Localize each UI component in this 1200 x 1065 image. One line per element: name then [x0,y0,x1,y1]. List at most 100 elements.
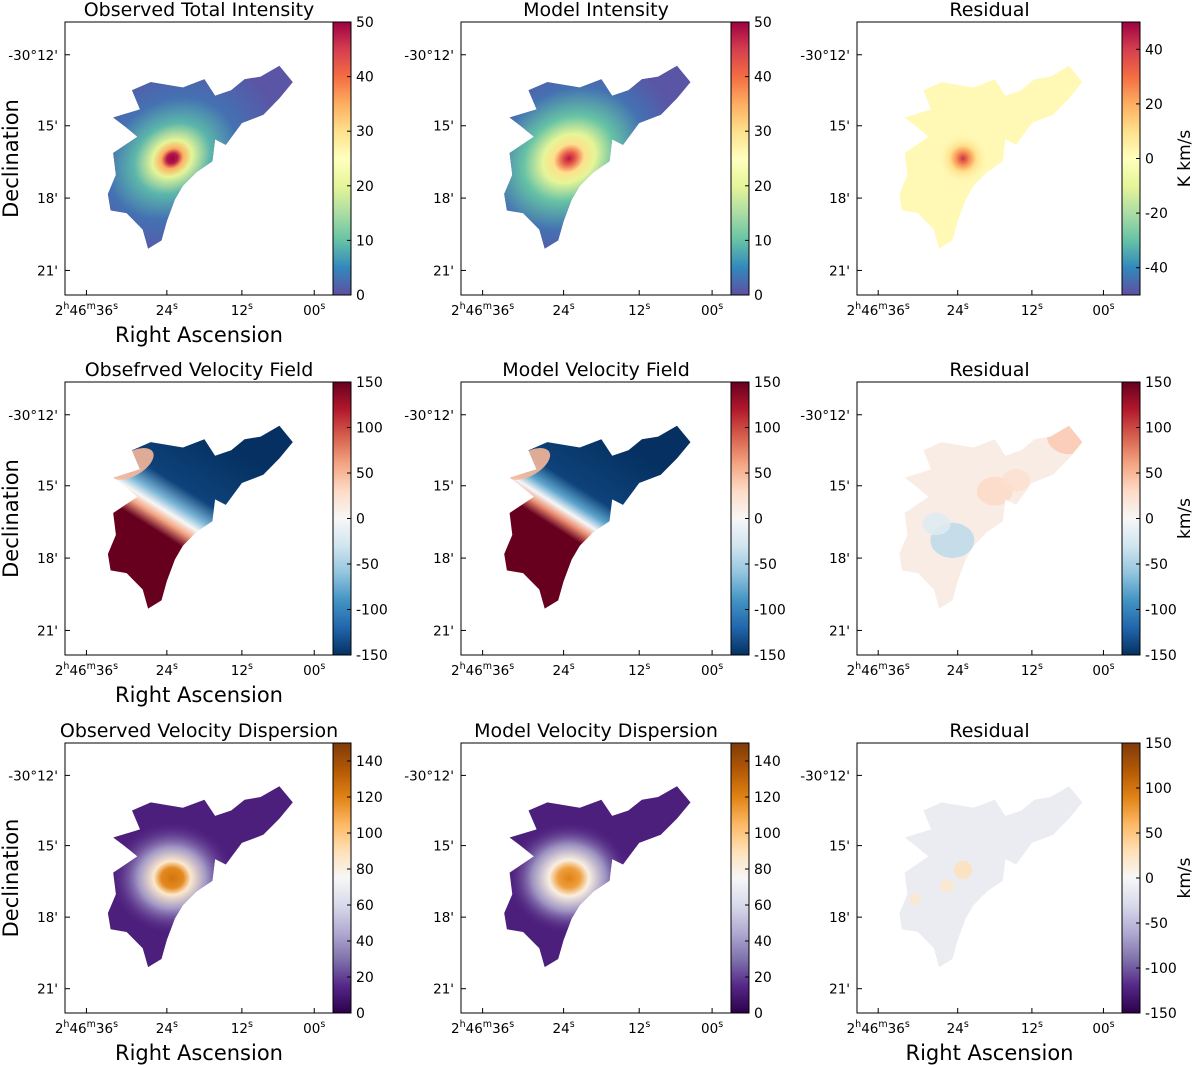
x-tick-label: 12s [1021,1019,1043,1037]
colorbar-tick-label: -100 [1145,603,1177,619]
x-tick-label: 2h46m36s [451,301,514,319]
y-tick-label: 21' [433,263,454,279]
colorbar-tick-label: 20 [356,179,374,195]
y-tick-label: 15' [433,119,454,135]
x-tick-label: 2h46m36s [55,1019,118,1037]
colorbar-tick-label: -150 [1145,648,1177,664]
panel-p23: Residual-30°12'15'18'21'2h46m36s 24s 12s 00… [800,359,1195,679]
y-tick-label: -30°12' [8,48,58,64]
y-tick-label: 18' [37,551,58,567]
colorbar-tick-label: 80 [356,862,374,878]
colorbar-tick-label: 0 [1145,871,1154,887]
colorbar-tick-label: 20 [1145,97,1163,113]
colorbar-tick-label: 100 [356,421,383,437]
x-tick-label: 00s [701,301,723,319]
x-tick-label: 24s [947,301,969,319]
panel-title: Model Velocity Field [502,359,690,381]
colorbar-tick-label: 40 [356,70,374,86]
y-tick-label: 18' [433,910,454,926]
panel-p12: Model Intensity -30°12' 15' 18' 21' 2h46m36s 2… [404,0,772,319]
panel-p21: Obsefrved Velocity Field -30°12' 15' 18' 21'… [0,359,388,707]
x-tick-label: 12s [231,661,253,679]
colorbar-tick-label: 60 [356,898,374,914]
colorbar-tick-label: 120 [356,790,383,806]
colorbar-tick-label: 0 [356,512,365,528]
y-tick-label: 21' [433,623,454,639]
colorbar-tick-label: -100 [754,603,786,619]
panel-p32: Model Velocity Dispersion -30°12' 15' 18' 21… [404,720,780,1037]
colorbar-tick-label: 40 [754,70,772,86]
colorbar-tick-label: 150 [1145,736,1172,752]
emission-map [107,65,293,249]
colorbar [730,21,750,296]
x-tick-label: 2h46m36s [847,1019,910,1037]
y-tick-label: 15' [829,119,850,135]
panel-title: Residual [949,0,1029,21]
colorbar-tick-label: 30 [754,124,772,140]
colorbar-tick-label: 0 [754,1006,763,1022]
panel-title: Residual [949,359,1029,381]
y-tick-label: -30°12' [404,768,454,784]
y-tick-label: 21' [37,982,58,998]
panel-p31: Observed Velocity Dispersion -30°12' 15' 18… [0,720,383,1065]
x-tick-label: 24s [553,301,575,319]
colorbar-tick-label: -20 [1145,206,1168,222]
panel-p33: Residual-30°12'15'18'21'2h46m36s 24s 12s 00… [800,720,1195,1065]
colorbar-tick-label: 100 [1145,421,1172,437]
y-tick-label: 18' [829,551,850,567]
x-tick-label: 2h46m36s [451,1019,514,1037]
colorbar-tick-label: 100 [1145,781,1172,797]
panel-p11: Observed Total Intensity -30°12' 15' 18' 21'… [0,0,374,347]
y-tick-label: 15' [37,479,58,495]
x-tick-label: 24s [156,301,178,319]
y-tick-label: 15' [37,839,58,855]
colorbar [332,742,352,1014]
x-tick-label: 24s [947,661,969,679]
x-tick-label: 12s [1021,301,1043,319]
x-tick-label: 12s [231,301,253,319]
x-axis-label: Right Ascension [115,1041,283,1065]
colorbar-tick-label: 150 [356,375,383,391]
x-tick-label: 2h46m36s [451,661,514,679]
y-axis-label: Declination [0,459,23,578]
colorbar-tick-label: 10 [754,233,772,249]
y-tick-label: -30°12' [800,768,850,784]
colorbar-tick-label: 140 [754,754,781,770]
panel-title: Observed Total Intensity [84,0,315,21]
emission-map [504,786,691,968]
y-tick-label: -30°12' [404,48,454,64]
emission-map [107,425,293,609]
y-tick-label: 18' [37,191,58,207]
y-tick-label: 15' [433,479,454,495]
colorbar-tick-label: 100 [754,826,781,842]
x-tick-label: 00s [701,1019,723,1037]
colorbar-tick-label: 150 [1145,375,1172,391]
x-tick-label: 2h46m36s [847,661,910,679]
colorbar-tick-label: 40 [754,934,772,950]
colorbar-tick-label: 0 [356,1006,365,1022]
x-tick-label: 24s [553,661,575,679]
emission-map [899,786,1083,968]
x-tick-label: 2h46m36s [55,661,118,679]
emission-map [504,425,691,609]
colorbar [730,742,750,1014]
panel-p13: Residual-30°12'15'18'21'2h46m36s 24s 12s 00… [800,0,1195,319]
x-tick-label: 00s [701,661,723,679]
colorbar-tick-label: 50 [356,466,374,482]
colorbar-tick-label: -100 [356,603,388,619]
panel-title: Obsefrved Velocity Field [85,359,314,381]
colorbar-tick-label: 100 [754,421,781,437]
y-tick-label: -30°12' [404,408,454,424]
colorbar-tick-label: 80 [754,862,772,878]
colorbar-tick-label: 50 [1145,826,1163,842]
y-tick-label: 21' [829,623,850,639]
y-tick-label: 18' [37,910,58,926]
y-tick-label: 21' [433,982,454,998]
colorbar-tick-label: 20 [754,179,772,195]
y-tick-label: 18' [829,910,850,926]
colorbar-tick-label: -50 [356,557,379,573]
y-tick-label: 18' [829,191,850,207]
y-tick-label: -30°12' [800,408,850,424]
colorbar-tick-label: 50 [356,15,374,31]
